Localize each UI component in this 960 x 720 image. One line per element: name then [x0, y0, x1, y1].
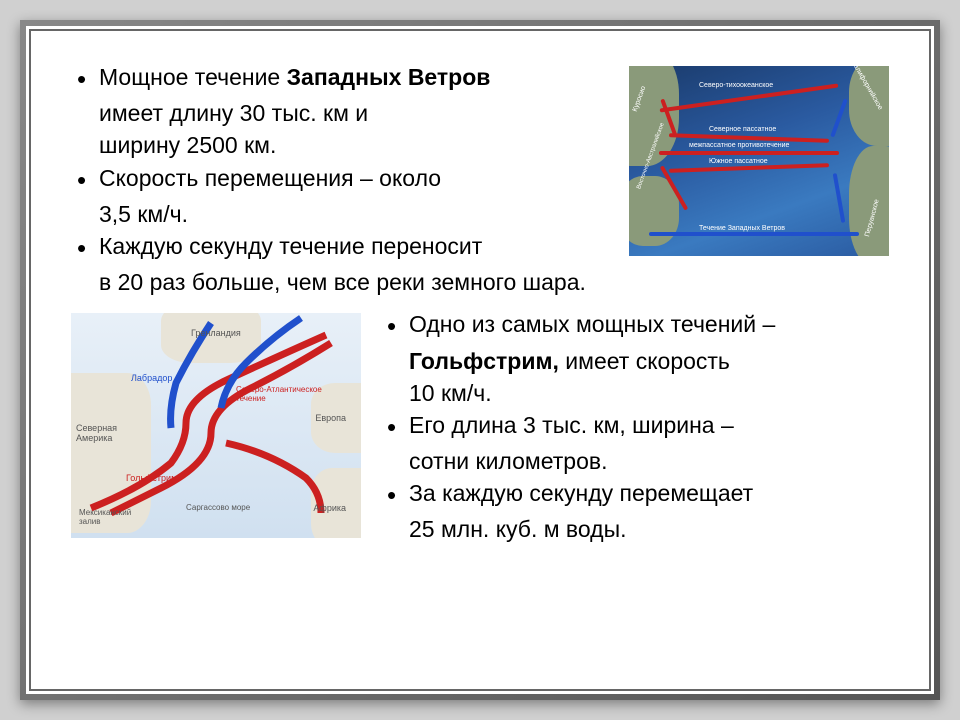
- top-section: Мощное течение Западных Ветров имеет длин…: [71, 61, 889, 266]
- map2-label: Европа: [315, 413, 346, 423]
- pacific-currents-map: Северо-тихоокеанское Калифорнийское Севе…: [629, 66, 889, 256]
- bullet-continuation: сотни километров.: [381, 445, 889, 477]
- map1-label: межпассатное противотечение: [689, 142, 789, 149]
- bullet-continuation: 10 км/ч.: [381, 377, 889, 409]
- bullet-continuation-full: в 20 раз больше, чем все реки земного ша…: [71, 266, 889, 298]
- map1-label: Северное пассатное: [709, 126, 776, 133]
- bullet-item: Одно из самых мощных течений –: [381, 308, 889, 340]
- bullet-item: Скорость перемещения – около: [71, 162, 609, 194]
- map1-label: Течение Западных Ветров: [699, 225, 785, 232]
- slide-content: Мощное течение Западных Ветров имеет длин…: [29, 29, 931, 691]
- map2-label: Саргассово море: [186, 503, 250, 512]
- bullet-continuation: ширину 2500 км.: [71, 129, 609, 161]
- atlantic-gulfstream-map: Гренландия Лабрадор Северо-Атлантическое…: [71, 313, 361, 538]
- bullet-item: Каждую секунду течение переносит: [71, 230, 609, 262]
- bullet-item: Его длина 3 тыс. км, ширина –: [381, 409, 889, 441]
- map2-label: Лабрадор: [131, 373, 172, 383]
- bullet-item: За каждую секунду перемещает: [381, 477, 889, 509]
- map2-label: Гренландия: [191, 328, 241, 338]
- bullet-continuation: 3,5 км/ч.: [71, 198, 609, 230]
- map2-label: Северо-Атлантическое течение: [236, 385, 326, 403]
- map2-label: Гольфстрим: [126, 473, 177, 483]
- bullet-continuation: Гольфстрим, имеет скорость: [381, 345, 889, 377]
- map2-label: Мексиканский залив: [79, 508, 139, 526]
- map1-label: Северо-тихоокеанское: [699, 82, 773, 89]
- bullet-continuation: имеет длину 30 тыс. км и: [71, 97, 609, 129]
- map2-label: Африка: [313, 503, 346, 513]
- bottom-text-block: Одно из самых мощных течений – Гольфстрим…: [381, 308, 889, 545]
- top-bullets: Мощное течение Западных Ветров имеет длин…: [71, 61, 609, 262]
- slide-frame-mid: Мощное течение Западных Ветров имеет длин…: [26, 26, 934, 694]
- map1-label: Южное пассатное: [709, 158, 768, 165]
- bottom-section: Гренландия Лабрадор Северо-Атлантическое…: [71, 308, 889, 545]
- bullet-item: Мощное течение Западных Ветров: [71, 61, 609, 93]
- bullet-continuation: 25 млн. куб. м воды.: [381, 513, 889, 545]
- slide-frame-outer: Мощное течение Западных Ветров имеет длин…: [20, 20, 940, 700]
- map2-label: Северная Америка: [76, 423, 126, 443]
- top-text-block: Мощное течение Западных Ветров имеет длин…: [71, 61, 609, 266]
- bottom-bullets: Одно из самых мощных течений – Гольфстрим…: [381, 308, 889, 545]
